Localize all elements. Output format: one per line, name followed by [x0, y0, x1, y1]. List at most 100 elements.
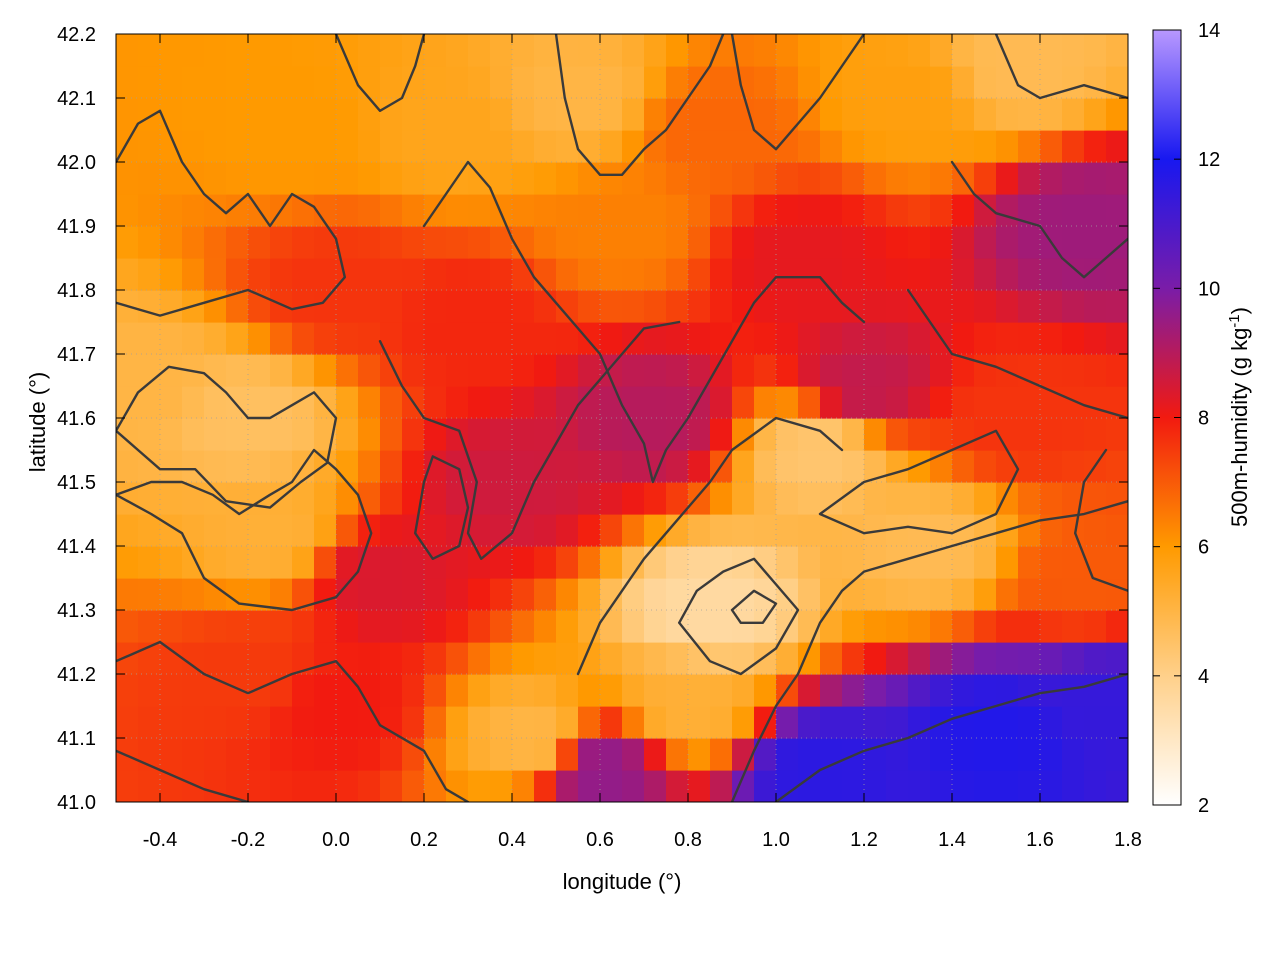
heatmap-cell [336, 354, 359, 387]
heatmap-cell [160, 130, 183, 163]
heatmap-cell [600, 226, 623, 259]
heatmap-cell [1062, 386, 1085, 419]
heatmap-cell [270, 66, 293, 99]
heatmap-cell [446, 194, 469, 227]
heatmap-cell [402, 258, 425, 291]
heatmap-cell [1062, 98, 1085, 131]
heatmap-cell [116, 354, 139, 387]
heatmap-cell [688, 418, 711, 451]
heatmap-cell [490, 706, 513, 739]
heatmap-cell [842, 258, 865, 291]
heatmap-cell [204, 450, 227, 483]
heatmap-cell [424, 34, 447, 67]
contour-line [414, 455, 470, 560]
contour-line [730, 34, 866, 151]
heatmap-cell [622, 162, 645, 195]
heatmap-cell [996, 642, 1019, 675]
heatmap-cell [380, 418, 403, 451]
heatmap-cell [578, 290, 601, 323]
heatmap-cell [578, 482, 601, 515]
heatmap-cell [600, 578, 623, 611]
heatmap-cell [644, 578, 667, 611]
heatmap-cell [754, 354, 777, 387]
heatmap-cell [204, 194, 227, 227]
heatmap-cell [864, 706, 887, 739]
heatmap-cell [116, 418, 139, 451]
heatmap-cell [842, 98, 865, 131]
heatmap-cell [138, 194, 161, 227]
heatmap-cell [578, 258, 601, 291]
heatmap-cell [908, 738, 931, 771]
heatmap-cell [1084, 34, 1107, 67]
heatmap-cell [732, 162, 755, 195]
heatmap-cell [864, 258, 887, 291]
heatmap-cell [1040, 642, 1063, 675]
heatmap-cell [314, 290, 337, 323]
heatmap-cell [1084, 386, 1107, 419]
x-tick-label: 0.6 [586, 829, 614, 851]
heatmap-cell [644, 706, 667, 739]
heatmap-cell [1062, 34, 1085, 67]
heatmap-cell [336, 290, 359, 323]
heatmap-cell [1084, 258, 1107, 291]
heatmap-cell [490, 322, 513, 355]
heatmap-cell [996, 194, 1019, 227]
heatmap-cell [204, 482, 227, 515]
heatmap-cell [138, 34, 161, 67]
heatmap-cell [380, 386, 403, 419]
heatmap-cell [490, 546, 513, 579]
heatmap-cell [424, 418, 447, 451]
heatmap-cell [534, 610, 557, 643]
heatmap-cell [908, 98, 931, 131]
heatmap-cell [666, 226, 689, 259]
heatmap-cell [952, 578, 975, 611]
heatmap-cell [270, 34, 293, 67]
heatmap-cell [314, 322, 337, 355]
heatmap-cell [600, 194, 623, 227]
heatmap-cell [1018, 674, 1041, 707]
heatmap-cell [160, 610, 183, 643]
heatmap-cell [358, 386, 381, 419]
heatmap-cell [754, 738, 777, 771]
heatmap-cell [688, 194, 711, 227]
heatmap-cell [336, 162, 359, 195]
heatmap-cell [138, 610, 161, 643]
contour-line [906, 288, 1128, 420]
heatmap-cell [842, 674, 865, 707]
heatmap-cell [336, 98, 359, 131]
y-tick-label: 41.0 [57, 792, 96, 814]
heatmap-cell [314, 258, 337, 291]
heatmap-cell [204, 770, 227, 802]
heatmap-cell [908, 322, 931, 355]
heatmap-cell [952, 610, 975, 643]
heatmap-cell [358, 194, 381, 227]
heatmap-cell [314, 706, 337, 739]
y-tick-label: 41.9 [57, 216, 96, 238]
heatmap-cell [710, 610, 733, 643]
heatmap-cell [688, 98, 711, 131]
heatmap-cell [336, 674, 359, 707]
heatmap-cell [1018, 706, 1041, 739]
heatmap-cell [446, 34, 469, 67]
heatmap-cell [864, 578, 887, 611]
heatmap-cell [116, 386, 139, 419]
heatmap-cell [446, 738, 469, 771]
heatmap-cell [732, 290, 755, 323]
heatmap-cell [622, 450, 645, 483]
heatmap-cell [952, 642, 975, 675]
heatmap-cell [534, 642, 557, 675]
heatmap-cell [688, 258, 711, 291]
heatmap-cell [908, 418, 931, 451]
heatmap-cell [380, 546, 403, 579]
heatmap-cell [622, 194, 645, 227]
heatmap-cell [336, 514, 359, 547]
heatmap-cell [886, 194, 909, 227]
heatmap-cell [622, 706, 645, 739]
heatmap-cell [314, 578, 337, 611]
heatmap-cell [116, 706, 139, 739]
heatmap-cell [116, 258, 139, 291]
heatmap-cell [754, 98, 777, 131]
heatmap-cell [952, 514, 975, 547]
heatmap-cell [490, 34, 513, 67]
heatmap-cell [798, 674, 821, 707]
